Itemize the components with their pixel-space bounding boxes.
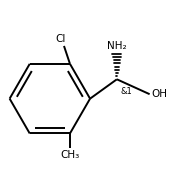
Text: CH₃: CH₃ <box>60 150 80 160</box>
Text: OH: OH <box>152 89 168 99</box>
Text: Cl: Cl <box>56 34 66 44</box>
Text: NH₂: NH₂ <box>107 41 127 51</box>
Text: &1: &1 <box>121 87 132 96</box>
